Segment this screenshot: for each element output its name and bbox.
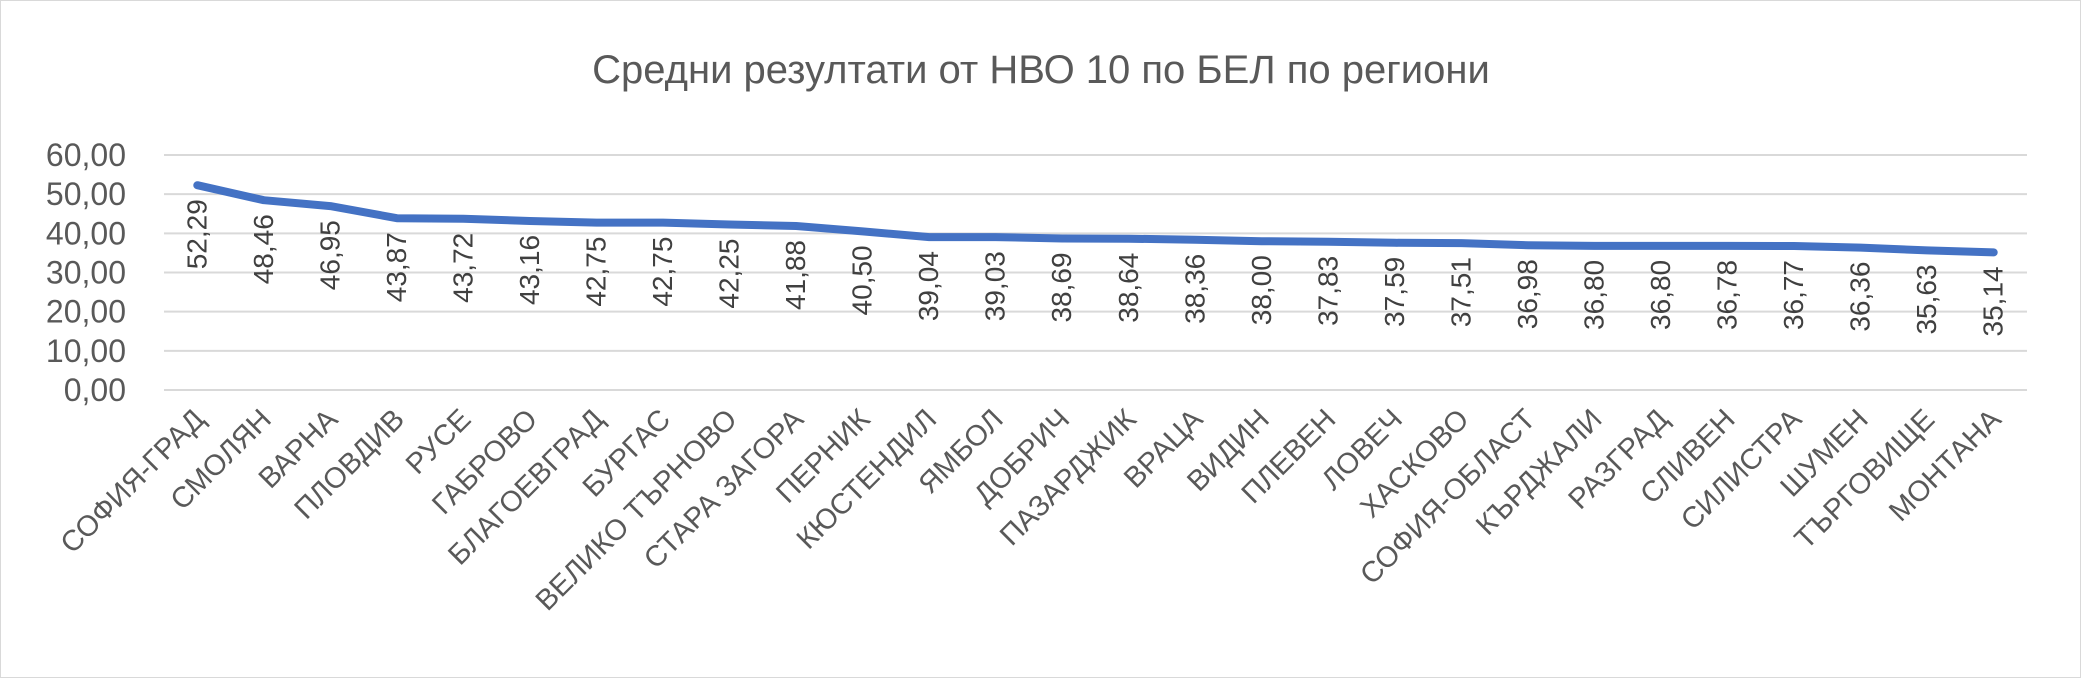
- data-point: [1127, 237, 1130, 240]
- chart-title: Средни резултати от НВО 10 по БЕЛ по рег…: [592, 48, 1490, 92]
- y-tick-label: 50,00: [46, 176, 126, 212]
- data-label: 36,98: [1512, 259, 1543, 329]
- data-point: [595, 221, 598, 224]
- y-tick-label: 30,00: [46, 255, 126, 291]
- data-point: [1194, 238, 1197, 241]
- y-tick-label: 40,00: [46, 215, 126, 251]
- series-line: [193, 181, 1998, 257]
- data-point: [528, 219, 531, 222]
- data-label: 36,78: [1712, 260, 1743, 330]
- data-labels: 52,29 48,46 46,95 43,87 43,72 43,16 42,75 42,75…: [181, 199, 2008, 336]
- data-label: 43,87: [381, 232, 412, 302]
- y-tick-label: 0,00: [64, 372, 126, 408]
- y-tick-label: 10,00: [46, 333, 126, 369]
- data-label: 36,77: [1778, 260, 1809, 330]
- data-label: 38,69: [1046, 252, 1077, 322]
- data-point: [928, 236, 931, 239]
- data-label: 37,83: [1312, 256, 1343, 326]
- data-point: [662, 221, 665, 224]
- series-layer: [193, 181, 1998, 257]
- y-tick-label: 20,00: [46, 294, 126, 330]
- data-label: 39,04: [913, 251, 944, 321]
- data-point: [1393, 241, 1396, 244]
- data-point: [1793, 244, 1796, 247]
- data-label: 38,00: [1246, 255, 1277, 325]
- data-label: 40,50: [847, 245, 878, 315]
- data-label: 43,16: [514, 235, 545, 305]
- data-point: [1327, 240, 1330, 243]
- y-tick-label: 60,00: [46, 137, 126, 173]
- data-point: [329, 205, 332, 208]
- data-point: [861, 230, 864, 233]
- data-label: 39,03: [980, 251, 1011, 321]
- data-point: [1593, 244, 1596, 247]
- data-point: [1526, 244, 1529, 247]
- data-point: [1260, 240, 1263, 243]
- data-label: 52,29: [181, 199, 212, 269]
- data-label: 35,14: [1978, 266, 2009, 336]
- data-point: [395, 217, 398, 220]
- data-label: 37,59: [1379, 257, 1410, 327]
- data-point: [1061, 237, 1064, 240]
- data-label: 42,75: [580, 237, 611, 307]
- data-label: 48,46: [248, 214, 279, 284]
- data-label: 42,25: [714, 239, 745, 309]
- data-label: 36,80: [1645, 260, 1676, 330]
- data-point: [1992, 251, 1995, 254]
- data-point: [1460, 242, 1463, 245]
- data-label: 46,95: [314, 220, 345, 290]
- data-point: [1726, 244, 1729, 247]
- x-axis-ticks: СОФИЯ-ГРАДСМОЛЯНВАРНАПЛОВДИВРУСЕГАБРОВОБ…: [55, 403, 2008, 617]
- data-label: 36,80: [1579, 260, 1610, 330]
- gridlines: [164, 154, 2027, 391]
- data-point: [728, 223, 731, 226]
- data-label: 35,63: [1911, 264, 1942, 334]
- data-point: [1859, 246, 1862, 249]
- data-label: 41,88: [780, 240, 811, 310]
- data-label: 38,64: [1113, 253, 1144, 323]
- data-point: [462, 217, 465, 220]
- data-point: [994, 236, 997, 239]
- data-label: 38,36: [1179, 254, 1210, 324]
- data-label: 37,51: [1445, 257, 1476, 327]
- data-label: 42,75: [647, 237, 678, 307]
- data-label: 36,36: [1845, 262, 1876, 332]
- data-label: 43,72: [447, 233, 478, 303]
- data-point: [1926, 249, 1929, 252]
- data-point: [196, 184, 199, 187]
- data-point: [1660, 244, 1663, 247]
- data-point: [795, 224, 798, 227]
- data-point: [262, 199, 265, 202]
